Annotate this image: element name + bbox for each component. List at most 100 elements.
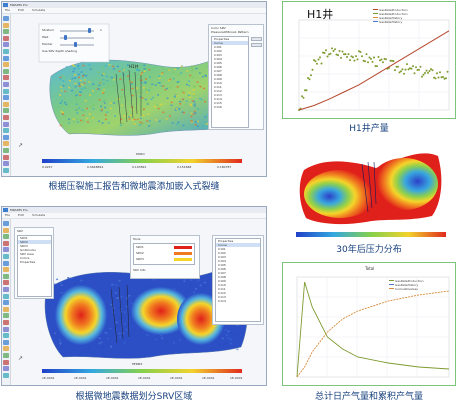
stratum-slider-track[interactable] <box>60 30 94 32</box>
srv-table-row[interactable]: SRV1 <box>136 245 144 249</box>
toolbar-tool-icon[interactable] <box>3 227 9 233</box>
toolbar-tool-icon[interactable] <box>3 273 9 279</box>
list-item[interactable]: C115 <box>214 101 222 105</box>
list-item[interactable]: C114 <box>214 97 222 101</box>
list-item[interactable]: C107 <box>218 271 226 275</box>
list-item[interactable]: C102 <box>218 251 226 255</box>
list-item[interactable]: C101 <box>214 45 222 49</box>
toolbar-tool-icon[interactable] <box>3 247 9 253</box>
toolbar-tool-icon[interactable] <box>3 353 9 358</box>
toolbar-tool-icon[interactable] <box>3 320 9 325</box>
toolbar-tool-icon[interactable] <box>3 372 9 378</box>
toolbar-tool-icon[interactable] <box>3 154 9 160</box>
toolbar-tool-icon[interactable] <box>3 134 9 140</box>
srv-shading-checkbox[interactable]: Use SRV depth shading <box>42 49 77 53</box>
pointer-slider-knob[interactable] <box>74 42 77 47</box>
toolbar-tool-icon[interactable] <box>3 339 9 345</box>
toolbar-tool-icon[interactable] <box>3 121 9 127</box>
menu-simulate-2[interactable]: Simulate <box>32 213 46 217</box>
menu-edit[interactable]: Edit <box>18 8 24 12</box>
list-item[interactable]: Gridblocks <box>20 248 36 252</box>
list-item[interactable]: C103 <box>218 255 226 259</box>
list-item[interactable]: C112 <box>214 89 222 93</box>
toolbar-tool-icon[interactable] <box>3 326 9 332</box>
srv-property-list[interactable]: Properties Curve C101 C102 C103 C104 C105 C106 C… <box>215 238 261 322</box>
list-item[interactable]: Properties <box>214 37 230 41</box>
toolbar-tool-icon[interactable] <box>3 42 9 48</box>
list-item[interactable]: Curve <box>212 41 248 45</box>
list-item[interactable]: Properties <box>20 260 36 264</box>
toolbar-tool-icon[interactable] <box>3 128 9 134</box>
list-item[interactable]: SRV3 <box>20 244 28 248</box>
list-item[interactable]: C116 <box>214 105 222 109</box>
srv-table-row[interactable]: SRV3 <box>136 257 144 261</box>
list-item[interactable]: C110 <box>214 81 222 85</box>
toolbar-tool-icon[interactable] <box>3 101 9 107</box>
list-item[interactable]: C112 <box>218 291 226 295</box>
list-item[interactable]: C109 <box>214 77 222 81</box>
toolbar-tool-icon[interactable] <box>3 16 9 21</box>
list-item[interactable]: C107 <box>214 69 222 73</box>
pointer-slider-track[interactable] <box>60 44 94 46</box>
toolbar-tool-icon[interactable] <box>3 313 9 319</box>
list-item[interactable]: C106 <box>218 267 226 271</box>
toolbar-tool-icon[interactable] <box>3 161 9 167</box>
menu-file[interactable]: File <box>5 8 11 12</box>
list-item[interactable]: C108 <box>218 275 226 279</box>
list-item[interactable]: C114 <box>218 299 226 303</box>
list-item[interactable]: C113 <box>218 295 226 299</box>
list-item[interactable]: C111 <box>214 85 222 89</box>
toolbar-tool-icon[interactable] <box>3 293 9 299</box>
dialog-cancel-button[interactable] <box>251 43 262 47</box>
list-item[interactable]: SRV2 <box>18 240 51 244</box>
toolbar-tool-icon[interactable] <box>3 306 9 312</box>
list-item[interactable]: Colors <box>20 256 30 260</box>
toolbar-tool-icon[interactable] <box>3 88 9 94</box>
toolbar-tool-icon[interactable] <box>3 49 9 54</box>
toolbar-tool-icon[interactable] <box>3 287 9 292</box>
toolbar-tool-icon[interactable] <box>3 300 9 306</box>
toolbar-tool-icon[interactable] <box>3 95 9 101</box>
toolbar-tool-icon[interactable] <box>3 148 9 153</box>
toolbar-tool-icon[interactable] <box>3 221 9 226</box>
list-item[interactable]: C111 <box>218 287 226 291</box>
list-item[interactable]: C104 <box>218 259 226 263</box>
toolbar-tool-icon[interactable] <box>3 346 9 352</box>
property-list[interactable]: Properties Curve C101 C102 C103 C104 C105 C106 C… <box>211 36 249 128</box>
toolbar-tool-icon[interactable] <box>3 359 9 365</box>
list-item[interactable]: C105 <box>214 61 222 65</box>
toolbar-tool-icon[interactable] <box>3 55 9 61</box>
list-item[interactable]: C105 <box>218 263 226 267</box>
toolbar-tool-icon[interactable] <box>3 22 9 28</box>
toolbar-tool-icon[interactable] <box>3 167 9 173</box>
list-item[interactable]: Curve <box>216 243 260 247</box>
list-item[interactable]: SRV1 <box>20 236 28 240</box>
menu-edit-2[interactable]: Edit <box>18 213 24 217</box>
toolbar-tool-icon[interactable] <box>3 82 9 87</box>
list-item[interactable]: C109 <box>218 279 226 283</box>
toolbar-tool-icon[interactable] <box>3 267 9 273</box>
toolbar-tool-icon[interactable] <box>3 108 9 114</box>
toolbar-tool-icon[interactable] <box>3 240 9 246</box>
pressure-distribution-map[interactable] <box>296 138 446 238</box>
stratum-slider-knob[interactable] <box>88 28 91 33</box>
toolbar-tool-icon[interactable] <box>3 29 9 35</box>
list-item[interactable]: C102 <box>214 49 222 53</box>
well-slider-track[interactable] <box>60 37 94 39</box>
toolbar-tool-icon[interactable] <box>3 62 9 68</box>
srv-table-row[interactable]: SRV2 <box>136 251 144 255</box>
toolbar-tool-icon[interactable] <box>3 366 9 372</box>
toolbar-tool-icon[interactable] <box>3 254 9 259</box>
toolbar-tool-icon[interactable] <box>3 234 9 240</box>
toolbar-tool-icon[interactable] <box>3 333 9 339</box>
menu-file-2[interactable]: File <box>5 213 11 217</box>
toolbar-tool-icon[interactable] <box>3 280 9 286</box>
toolbar-tool-icon[interactable] <box>3 115 9 120</box>
list-item[interactable]: SRV Area <box>20 252 34 256</box>
toolbar-tool-icon[interactable] <box>3 35 9 41</box>
menu-simulate[interactable]: Simulate <box>32 8 46 12</box>
srv-table[interactable]: SRV1 SRV2 SRV3 <box>133 243 195 265</box>
toolbar-tool-icon[interactable] <box>3 260 9 266</box>
srv-list[interactable]: SRV1 SRV2 SRV3 Gridblocks SRV Area Colors Prop… <box>17 235 52 297</box>
list-item[interactable]: C110 <box>218 283 226 287</box>
